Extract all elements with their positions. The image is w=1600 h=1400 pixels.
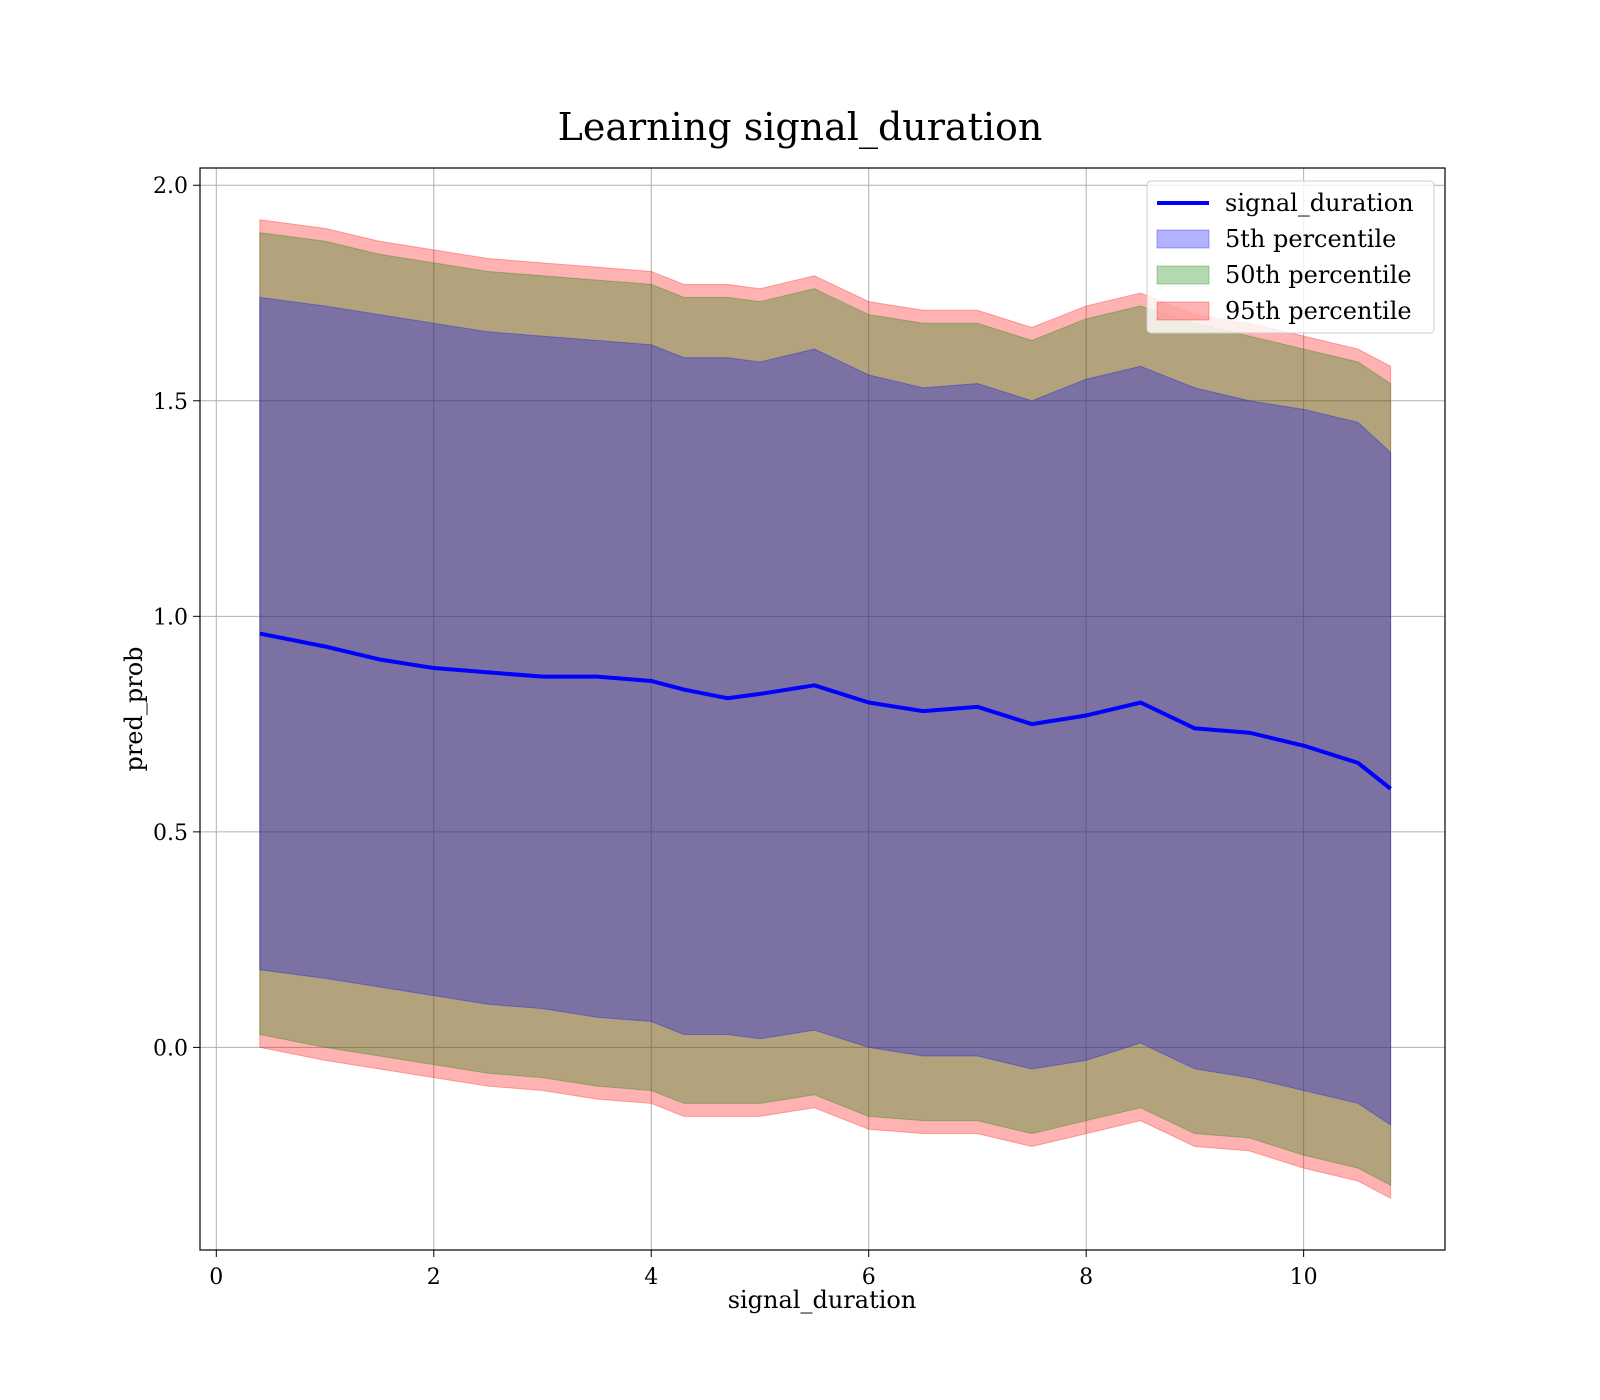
y-tick-label: 0.0 [153,1036,188,1061]
x-tick-label: 4 [644,1265,658,1290]
legend-patch-swatch [1156,301,1210,321]
legend-entry-label: 5th percentile [1225,225,1396,253]
x-tick-label: 8 [1079,1265,1093,1290]
plot-frame [199,167,1446,1251]
chart-title: Learning signal_duration [558,105,1043,150]
x-tick-label: 2 [427,1265,441,1290]
x-tick-label: 10 [1290,1265,1318,1290]
x-tick-label: 6 [862,1265,876,1290]
x-axis-ticks: 0 2 4 6 8 10 [209,1250,1318,1290]
legend-patch-swatch [1156,229,1210,249]
y-tick-label: 1.0 [153,605,188,630]
band-95th-percentile [259,219,1392,1200]
y-axis-ticks: 0.0 0.5 1.0 1.5 2.0 [153,174,200,1061]
data-lines [259,631,1392,791]
band-50th-percentile [259,232,1392,1187]
x-tick-label: 0 [209,1265,223,1290]
y-tick-label: 0.5 [153,821,188,846]
y-tick-label: 1.5 [153,390,188,415]
y-axis-label: pred_prob [120,646,148,771]
y-tick-label: 2.0 [153,174,188,199]
legend: signal_duration 5th percentile 50th percen… [1146,180,1435,334]
legend-box [1146,180,1435,334]
legend-entry-label: 50th percentile [1225,261,1412,289]
percentile-bands [259,219,1392,1200]
band-5th-percentile [259,296,1392,1126]
legend-entry-label: signal_duration [1225,189,1414,217]
x-axis-label: signal_duration [728,1286,917,1314]
legend-patch-swatch [1156,265,1210,285]
series-line-signal_duration [259,631,1392,791]
legend-entry-label: 95th percentile [1225,297,1412,325]
